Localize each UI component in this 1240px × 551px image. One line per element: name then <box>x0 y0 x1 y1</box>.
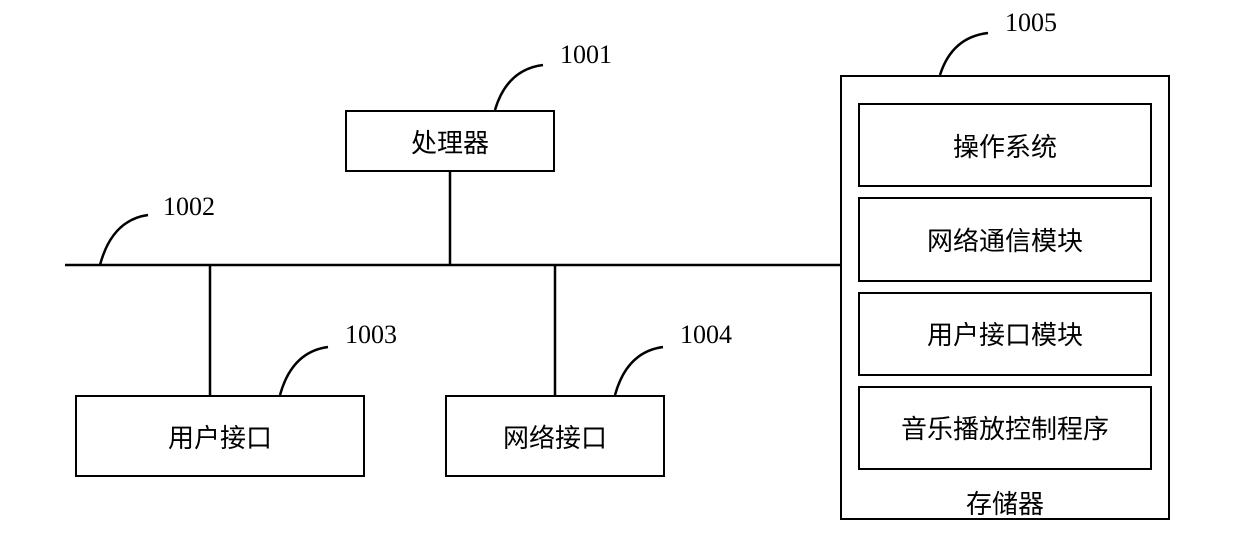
memory-item: 网络通信模块 <box>858 197 1152 281</box>
memory-item: 用户接口模块 <box>858 292 1152 376</box>
memory-item-label: 操作系统 <box>953 127 1057 164</box>
memory-item: 音乐播放控制程序 <box>858 386 1152 470</box>
ref-label-1001: 1001 <box>560 40 612 70</box>
ref-label-1002: 1002 <box>163 192 215 222</box>
user-interface-box: 用户接口 <box>75 395 365 477</box>
memory-item-label: 用户接口模块 <box>927 315 1083 352</box>
ref-label-1005: 1005 <box>1005 8 1057 38</box>
ref-label-1003: 1003 <box>345 320 397 350</box>
ref-label-1004: 1004 <box>680 320 732 350</box>
processor-box: 处理器 <box>345 110 555 172</box>
processor-label: 处理器 <box>411 123 489 160</box>
memory-inner-container: 操作系统网络通信模块用户接口模块音乐播放控制程序 <box>858 103 1152 470</box>
memory-item: 操作系统 <box>858 103 1152 187</box>
diagram-canvas: 处理器 用户接口 网络接口 操作系统网络通信模块用户接口模块音乐播放控制程序 存… <box>0 0 1240 551</box>
network-interface-label: 网络接口 <box>503 418 607 455</box>
memory-item-label: 音乐播放控制程序 <box>901 409 1109 446</box>
network-interface-box: 网络接口 <box>445 395 665 477</box>
memory-label: 存储器 <box>840 470 1170 521</box>
memory-item-label: 网络通信模块 <box>927 221 1083 258</box>
user-interface-label: 用户接口 <box>168 418 272 455</box>
